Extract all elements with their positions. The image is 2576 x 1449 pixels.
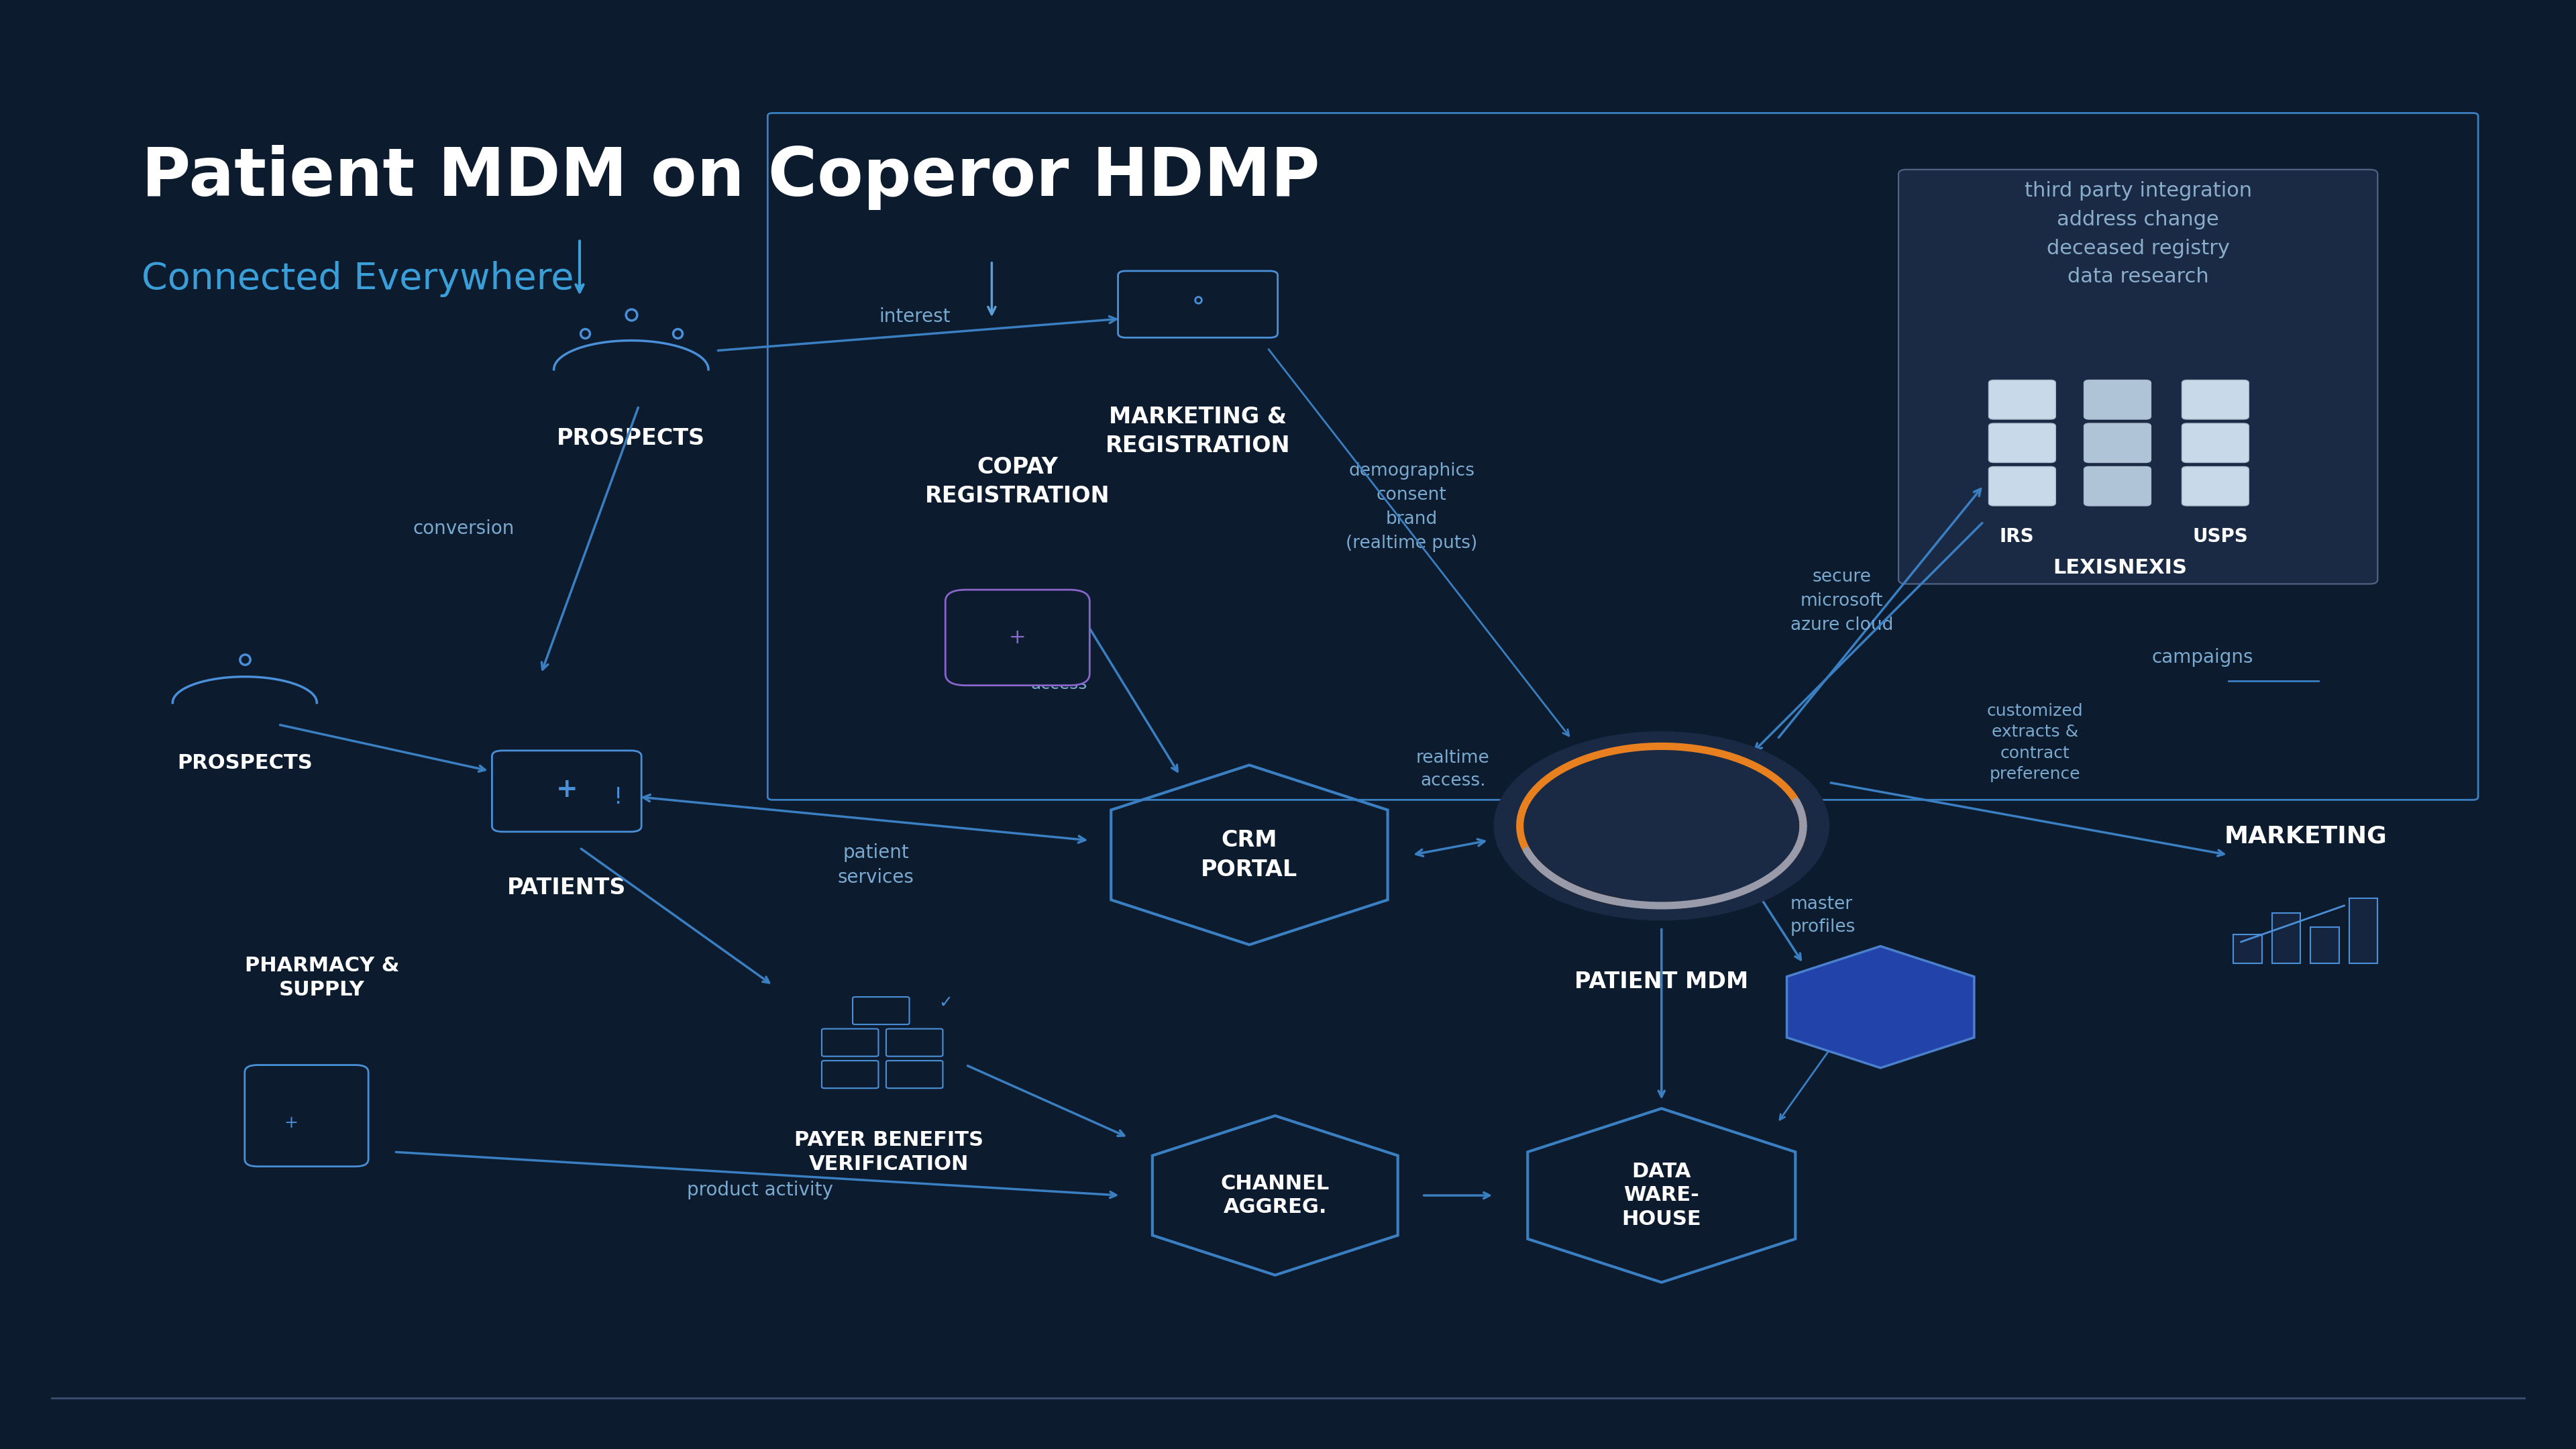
Text: PATIENT MDM: PATIENT MDM [1574,971,1749,993]
Text: DATA
WARE-
HOUSE: DATA WARE- HOUSE [1623,1162,1700,1229]
FancyBboxPatch shape [1989,467,2056,506]
Text: MARKETING &
REGISTRATION: MARKETING & REGISTRATION [1105,406,1291,456]
Text: PAYER BENEFITS
VERIFICATION: PAYER BENEFITS VERIFICATION [793,1130,984,1174]
Text: realtime
access: realtime access [1018,655,1087,693]
FancyBboxPatch shape [1989,423,2056,462]
FancyBboxPatch shape [2084,467,2151,506]
FancyBboxPatch shape [1899,170,2378,584]
FancyBboxPatch shape [1118,271,1278,338]
Text: interest: interest [878,307,951,326]
Text: +: + [556,777,577,803]
Text: COPAY
REGISTRATION: COPAY REGISTRATION [925,456,1110,507]
Text: PATIENTS: PATIENTS [507,877,626,898]
FancyBboxPatch shape [1989,380,2056,419]
FancyBboxPatch shape [2272,913,2300,964]
Text: demographics
consent
brand
(realtime puts): demographics consent brand (realtime put… [1345,462,1479,552]
Text: USPS: USPS [2192,527,2249,546]
FancyBboxPatch shape [2182,380,2249,419]
FancyBboxPatch shape [245,1065,368,1166]
Text: +: + [283,1114,299,1132]
Text: conversion: conversion [412,520,515,538]
FancyBboxPatch shape [2084,380,2151,419]
Text: product activity: product activity [688,1181,832,1200]
Text: PROSPECTS: PROSPECTS [178,753,312,772]
FancyBboxPatch shape [945,590,1090,685]
Polygon shape [1788,946,1973,1068]
Text: PHARMACY &
SUPPLY: PHARMACY & SUPPLY [245,956,399,1000]
FancyBboxPatch shape [822,1029,878,1056]
FancyBboxPatch shape [853,997,909,1024]
Text: secure
microsoft
azure cloud: secure microsoft azure cloud [1790,568,1893,635]
Text: MARKETING: MARKETING [2223,824,2388,848]
Text: !: ! [613,785,623,809]
Text: customized
extracts &
contract
preference: customized extracts & contract preferenc… [1986,703,2084,782]
FancyBboxPatch shape [2182,423,2249,462]
FancyBboxPatch shape [2084,423,2151,462]
Text: third party integration
address change
deceased registry
data research: third party integration address change d… [2025,181,2251,287]
Text: Patient MDM on Coperor HDMP: Patient MDM on Coperor HDMP [142,145,1319,210]
Text: +: + [1010,627,1025,648]
Text: realtime
access.: realtime access. [1417,749,1489,790]
Text: LEXISNEXIS: LEXISNEXIS [2053,558,2187,577]
Text: master
profiles: master profiles [1790,895,1855,936]
Text: patient
services: patient services [837,843,914,887]
FancyBboxPatch shape [2349,898,2378,964]
FancyBboxPatch shape [886,1029,943,1056]
Text: LEGACY
SYSTEMS: LEGACY SYSTEMS [1837,990,1924,1024]
Text: PROSPECTS: PROSPECTS [556,427,706,449]
Text: CHANNEL
AGGREG.: CHANNEL AGGREG. [1221,1174,1329,1217]
Text: campaigns: campaigns [2151,648,2254,667]
FancyBboxPatch shape [886,1061,943,1088]
FancyBboxPatch shape [492,751,641,832]
FancyBboxPatch shape [822,1061,878,1088]
FancyBboxPatch shape [2233,935,2262,964]
Text: CRM
PORTAL: CRM PORTAL [1200,829,1298,881]
FancyBboxPatch shape [2311,927,2339,964]
FancyBboxPatch shape [2182,467,2249,506]
Circle shape [1494,732,1829,920]
Text: IRS: IRS [1999,527,2035,546]
Text: Connected Everywhere.: Connected Everywhere. [142,261,585,297]
Text: ✓: ✓ [938,994,953,1011]
